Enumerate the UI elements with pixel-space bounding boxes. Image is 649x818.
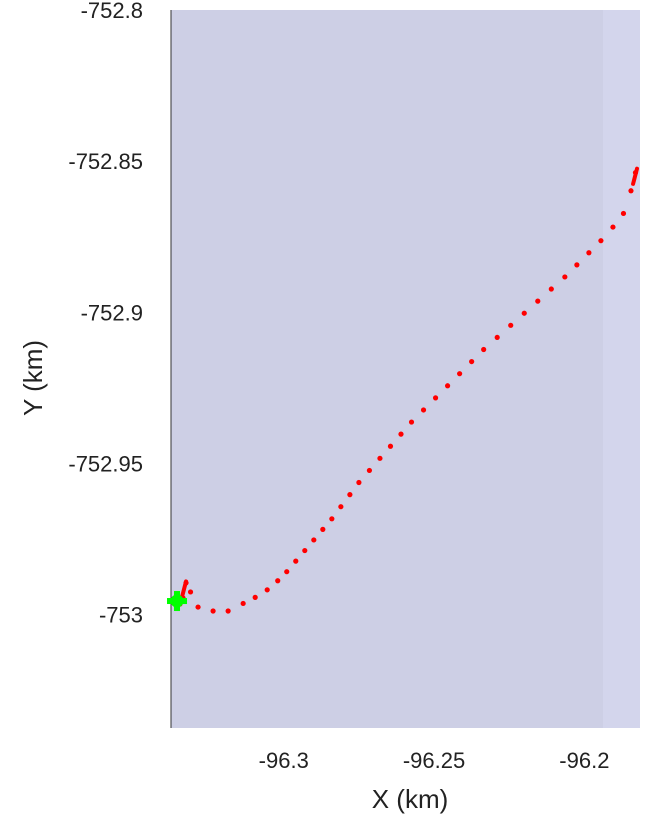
y-tick-label: -752.95 — [68, 451, 143, 476]
x-tick-label: -96.25 — [403, 748, 465, 773]
plot-area-right-band — [603, 10, 640, 728]
data-points — [167, 166, 639, 614]
start-marker — [167, 591, 188, 612]
trajectory-point — [187, 589, 194, 595]
trajectory-point — [469, 358, 475, 365]
trajectory-point — [562, 274, 568, 280]
y-axis-title: Y (km) — [18, 340, 48, 416]
y-tick-label: -752.85 — [68, 149, 143, 174]
trajectory-point — [598, 238, 604, 244]
trajectory-point — [195, 604, 201, 610]
trajectory-point — [457, 371, 463, 377]
trajectory-point — [225, 608, 231, 614]
trajectory-segment — [631, 166, 639, 186]
trajectory-point — [628, 188, 634, 194]
trajectory-point — [293, 558, 299, 564]
start-marker-bar-v — [174, 591, 181, 612]
y-tick-label: -752.8 — [81, 0, 143, 23]
trajectory-point — [377, 455, 383, 461]
trajectory-point — [302, 547, 308, 554]
x-tick-label: -96.2 — [559, 748, 609, 773]
trajectory-point — [338, 504, 344, 510]
trajectory-point — [347, 492, 353, 498]
trajectory-point — [210, 608, 216, 614]
trajectory-point — [252, 594, 258, 600]
trajectory-point — [329, 516, 335, 522]
trajectory-point — [311, 537, 317, 543]
trajectory-point — [275, 578, 281, 584]
trajectory-point — [535, 298, 541, 304]
plot-area — [171, 10, 640, 728]
trajectory-point — [240, 600, 246, 607]
x-tick-labels: -96.3 -96.25 -96.2 — [259, 748, 610, 773]
trajectory-point — [521, 310, 527, 316]
trajectory-point — [356, 479, 362, 486]
trajectory-point — [610, 224, 616, 230]
trajectory-point — [586, 250, 592, 256]
y-tick-label: -753 — [99, 603, 143, 628]
trajectory-point — [420, 407, 427, 413]
x-tick-label: -96.3 — [259, 748, 309, 773]
trajectory-point — [398, 431, 404, 437]
trajectory-point — [264, 587, 270, 593]
trajectory-point — [494, 334, 500, 341]
trajectory-point — [320, 526, 326, 532]
trajectory-point — [620, 210, 627, 217]
trajectory-point — [444, 383, 451, 389]
trajectory-point — [508, 322, 514, 328]
trajectory-point — [481, 346, 487, 353]
y-tick-labels: -752.8 -752.85 -752.9 -752.95 -753 — [68, 0, 143, 628]
trajectory-point — [284, 569, 290, 575]
trajectory-point — [432, 395, 439, 401]
trajectory-point — [408, 419, 415, 425]
trajectory-segment — [179, 579, 189, 601]
trajectory-point — [366, 467, 373, 474]
trajectory-point — [574, 262, 580, 268]
y-tick-label: -752.9 — [81, 300, 143, 325]
x-axis-title: X (km) — [372, 784, 449, 814]
trajectory-point — [548, 286, 554, 292]
trajectory-point — [387, 443, 394, 449]
plot-background — [171, 10, 640, 728]
